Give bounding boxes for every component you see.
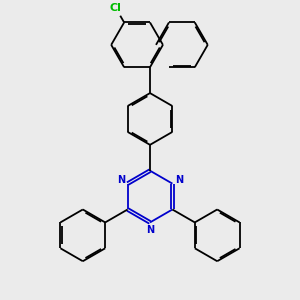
Text: N: N xyxy=(117,175,125,185)
Text: Cl: Cl xyxy=(110,3,122,13)
Text: N: N xyxy=(175,175,183,185)
Text: N: N xyxy=(146,225,154,235)
